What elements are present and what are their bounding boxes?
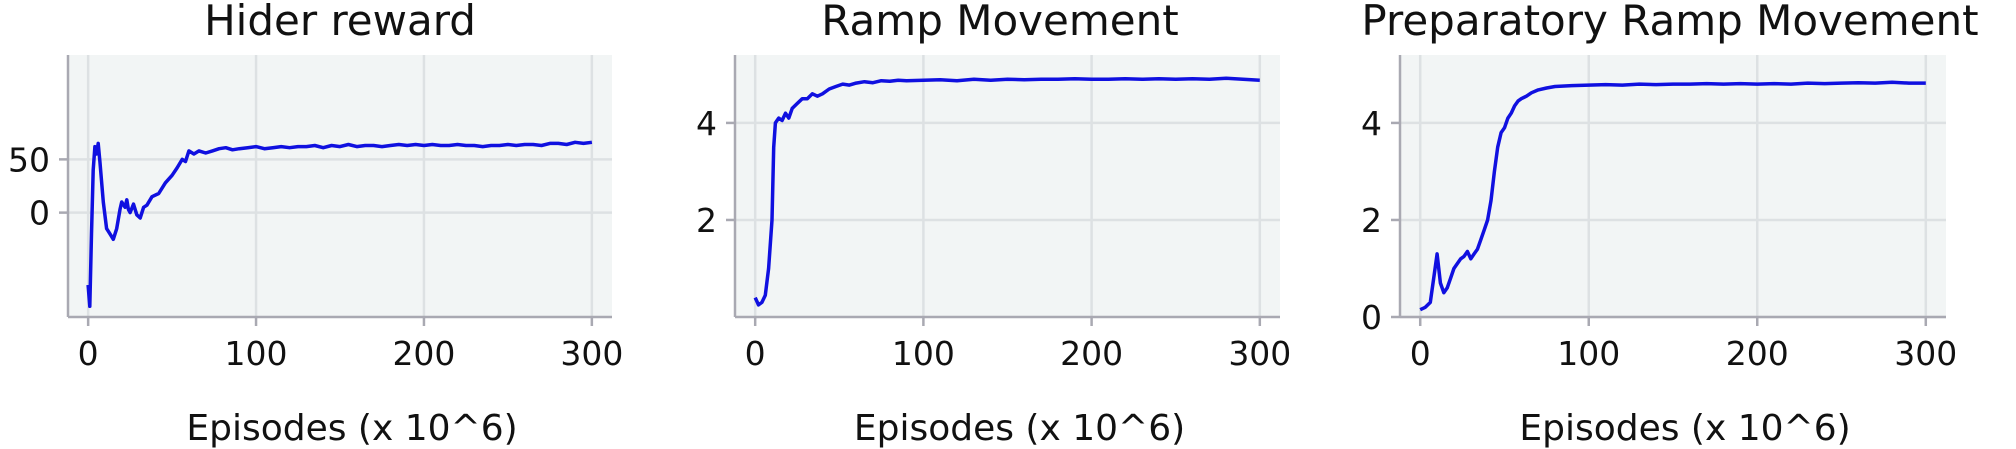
x-tick-label: 100 <box>225 334 288 373</box>
y-tick-label: 50 <box>8 140 50 179</box>
plot-area <box>735 55 1280 317</box>
plot-area <box>1400 55 1946 317</box>
x-tick-label: 0 <box>745 334 766 373</box>
x-tick-label: 300 <box>560 334 623 373</box>
chart-title: Hider reward <box>204 0 476 45</box>
x-tick-label: 0 <box>78 334 99 373</box>
series-line <box>86 140 593 309</box>
ramp-movement-panel: 0 100 200 300 2 4 Ramp Movement Episodes (x 1… <box>696 0 1291 449</box>
chart-title: Preparatory Ramp Movement <box>1361 0 1978 45</box>
x-axis-label: Episodes (x 10^6) <box>186 408 517 449</box>
chart-title: Ramp Movement <box>821 0 1178 45</box>
x-tick-label: 100 <box>892 334 955 373</box>
series-layer <box>86 140 593 309</box>
x-axis-label: Episodes (x 10^6) <box>1519 408 1850 449</box>
axis-ticks: 0 100 200 300 0 50 <box>8 140 623 373</box>
x-tick-label: 300 <box>1894 334 1957 373</box>
y-tick-label: 2 <box>1361 201 1382 240</box>
x-axis-label: Episodes (x 10^6) <box>854 408 1185 449</box>
x-tick-label: 100 <box>1557 334 1620 373</box>
y-tick-label: 2 <box>696 201 717 240</box>
x-tick-label: 300 <box>1228 334 1291 373</box>
axis-ticks: 0 100 200 300 0 2 4 <box>1361 104 1957 373</box>
hider-reward-panel: 0 100 200 300 0 50 Hider reward Episodes (x 1… <box>8 0 623 449</box>
series-layer <box>753 76 1260 307</box>
grid-lines <box>68 55 612 317</box>
series-layer <box>1419 80 1926 312</box>
x-tick-label: 200 <box>1726 334 1789 373</box>
y-tick-label: 0 <box>29 194 50 233</box>
grid-lines <box>735 55 1280 317</box>
y-tick-label: 4 <box>1361 104 1382 143</box>
y-tick-label: 4 <box>696 104 717 143</box>
plot-area <box>68 55 612 317</box>
x-tick-label: 200 <box>1060 334 1123 373</box>
axis-ticks: 0 100 200 300 2 4 <box>696 104 1291 373</box>
y-tick-label: 0 <box>1361 298 1382 337</box>
series-line <box>753 76 1260 307</box>
x-tick-label: 0 <box>1410 334 1431 373</box>
series-line <box>1419 80 1926 312</box>
x-tick-label: 200 <box>392 334 455 373</box>
